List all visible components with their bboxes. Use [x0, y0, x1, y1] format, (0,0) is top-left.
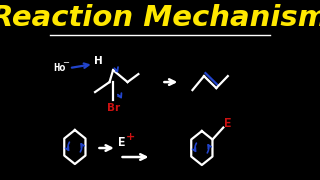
Text: E: E [118, 136, 126, 148]
Text: Ho: Ho [53, 63, 66, 73]
Text: H: H [94, 56, 103, 66]
Text: +: + [126, 132, 135, 142]
Text: −: − [63, 59, 69, 68]
Text: Br: Br [107, 103, 120, 113]
Text: Reaction Mechanism: Reaction Mechanism [0, 4, 320, 32]
Text: E: E [224, 117, 231, 130]
